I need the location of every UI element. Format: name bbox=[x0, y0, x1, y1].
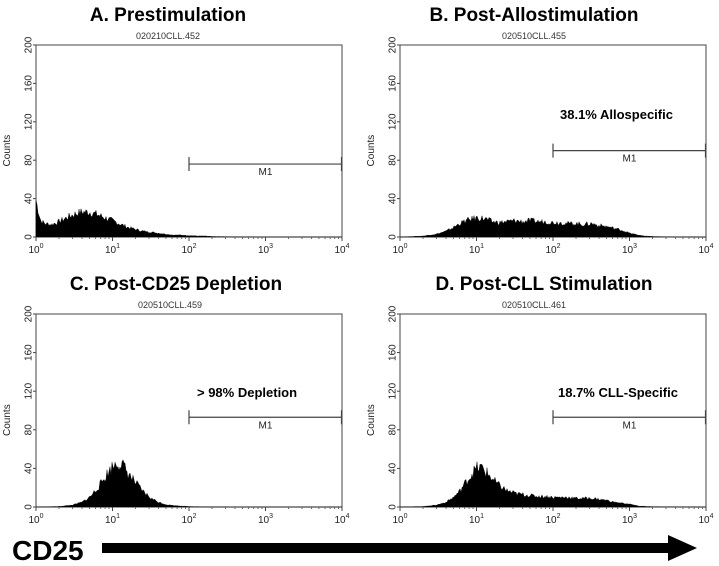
x-tick-label: 103 bbox=[622, 243, 637, 256]
x-tick-label: 101 bbox=[469, 513, 484, 526]
histogram-panel-d: D. Post-CLL Stimulation 020510CLL.461 0 40 8… bbox=[366, 274, 714, 526]
panel-title: A. Prestimulation bbox=[90, 5, 246, 26]
file-label: 020510CLL.459 bbox=[138, 300, 202, 310]
x-tick-label: 102 bbox=[545, 513, 560, 526]
y-tick-label: 160 bbox=[388, 75, 399, 92]
y-axis-label: Counts bbox=[366, 404, 377, 436]
x-tick-label: 104 bbox=[698, 243, 713, 256]
x-tick-label: 100 bbox=[392, 243, 407, 256]
histogram-panel-a: A. Prestimulation 020210CLL.452 0 40 80 120 16… bbox=[2, 5, 350, 256]
right-arrow-icon bbox=[668, 535, 697, 561]
panel-title: C. Post-CD25 Depletion bbox=[70, 274, 282, 295]
x-tick-label: 102 bbox=[181, 513, 196, 526]
x-tick-label: 102 bbox=[545, 243, 560, 256]
x-tick-label: 104 bbox=[334, 243, 349, 256]
percent-annotation: 18.7% CLL-Specific bbox=[558, 385, 678, 400]
percent-annotation: > 98% Depletion bbox=[197, 385, 297, 400]
y-tick-label: 0 bbox=[24, 504, 35, 510]
y-tick-label: 80 bbox=[388, 424, 399, 436]
histogram-panel-c: C. Post-CD25 Depletion 020510CLL.459 0 40 80… bbox=[2, 274, 350, 526]
y-tick-label: 200 bbox=[388, 36, 399, 53]
x-tick-label: 100 bbox=[392, 513, 407, 526]
gate-marker-label: M1 bbox=[259, 167, 273, 178]
x-tick-label: 104 bbox=[334, 513, 349, 526]
gate-marker-label: M1 bbox=[623, 420, 637, 431]
plot-frame bbox=[399, 44, 707, 238]
y-axis-label: Counts bbox=[2, 135, 13, 167]
x-tick-label: 103 bbox=[258, 513, 273, 526]
histogram-area bbox=[400, 461, 706, 508]
x-tick-label: 101 bbox=[105, 243, 120, 256]
y-axis-label: Counts bbox=[2, 404, 13, 436]
y-tick-label: 160 bbox=[24, 75, 35, 92]
y-tick-label: 80 bbox=[24, 154, 35, 166]
gate-marker-label: M1 bbox=[259, 420, 273, 431]
y-tick-label: 40 bbox=[388, 462, 399, 474]
histogram-area bbox=[35, 200, 342, 238]
y-tick-label: 120 bbox=[388, 382, 399, 399]
y-tick-label: 160 bbox=[24, 344, 35, 361]
file-label: 020210CLL.452 bbox=[136, 31, 200, 41]
y-tick-label: 40 bbox=[24, 462, 35, 474]
y-tick-label: 200 bbox=[24, 36, 35, 53]
histogram-panel-b: B. Post-Allostimulation 020510CLL.455 0 40 8… bbox=[366, 5, 714, 256]
y-tick-label: 0 bbox=[388, 234, 399, 240]
x-tick-label: 103 bbox=[258, 243, 273, 256]
histogram-area bbox=[400, 215, 706, 238]
x-tick-label: 101 bbox=[105, 513, 120, 526]
x-tick-label: 102 bbox=[181, 243, 196, 256]
file-label: 020510CLL.455 bbox=[502, 31, 566, 41]
y-tick-label: 120 bbox=[24, 113, 35, 130]
y-tick-label: 120 bbox=[388, 113, 399, 130]
y-tick-label: 200 bbox=[388, 305, 399, 322]
file-label: 020510CLL.461 bbox=[502, 300, 566, 310]
y-tick-label: 80 bbox=[24, 424, 35, 436]
x-axis-label: CD25 bbox=[12, 535, 84, 566]
y-tick-label: 160 bbox=[388, 344, 399, 361]
plot-frame bbox=[35, 44, 343, 238]
y-tick-label: 80 bbox=[388, 154, 399, 166]
y-tick-label: 40 bbox=[388, 193, 399, 205]
histogram-area bbox=[36, 459, 342, 508]
panel-title: D. Post-CLL Stimulation bbox=[435, 274, 652, 295]
percent-annotation: 38.1% Allospecific bbox=[560, 107, 673, 122]
y-tick-label: 120 bbox=[24, 382, 35, 399]
y-axis-label: Counts bbox=[366, 135, 377, 167]
x-tick-label: 101 bbox=[469, 243, 484, 256]
x-tick-label: 100 bbox=[28, 243, 43, 256]
y-tick-label: 40 bbox=[24, 193, 35, 205]
gate-marker-label: M1 bbox=[623, 154, 637, 165]
y-tick-label: 0 bbox=[388, 504, 399, 510]
x-tick-label: 103 bbox=[622, 513, 637, 526]
y-tick-label: 200 bbox=[24, 305, 35, 322]
x-tick-label: 100 bbox=[28, 513, 43, 526]
panel-title: B. Post-Allostimulation bbox=[430, 5, 639, 26]
x-tick-label: 104 bbox=[698, 513, 713, 526]
panels-group: A. Prestimulation 020210CLL.452 0 40 80 120 16… bbox=[2, 5, 714, 526]
y-tick-label: 0 bbox=[24, 234, 35, 240]
